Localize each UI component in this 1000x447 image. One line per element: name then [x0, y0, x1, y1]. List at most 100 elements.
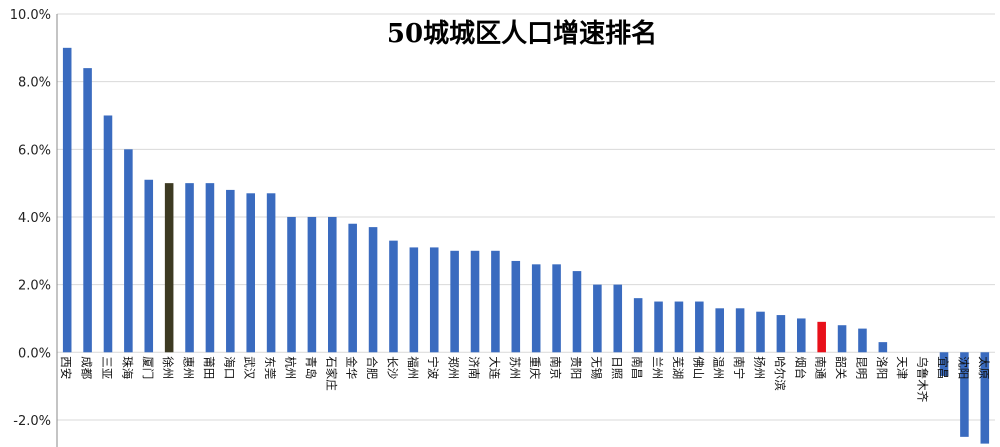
- bar-成都: [83, 68, 92, 353]
- bar-温州: [715, 308, 724, 353]
- bar-南通: [817, 321, 826, 353]
- category-label-石家庄: 石家庄: [324, 356, 338, 391]
- category-label-芜湖: 芜湖: [671, 356, 685, 379]
- category-label-长沙: 长沙: [385, 356, 399, 379]
- category-label-太原: 太原: [977, 356, 991, 379]
- category-label-重庆: 重庆: [528, 356, 542, 379]
- bar-杭州: [287, 216, 296, 353]
- category-label-烟台: 烟台: [793, 356, 807, 379]
- bar-日照: [613, 284, 623, 353]
- category-label-杭州: 杭州: [284, 356, 298, 379]
- y-tick-label: 6.0%: [18, 143, 51, 158]
- bar-东莞: [266, 193, 276, 353]
- bar-海口: [226, 189, 235, 353]
- category-label-郑州: 郑州: [447, 356, 461, 379]
- bar-武汉: [246, 193, 255, 353]
- bar-扬州: [756, 311, 765, 353]
- y-axis-ticks: 10.0% 8.0% 6.0% 4.0% 2.0% 0.0% -2.0%: [10, 8, 51, 429]
- category-label-韶关: 韶关: [834, 356, 848, 379]
- bar-石家庄: [328, 216, 337, 353]
- category-label-沈阳: 沈阳: [956, 356, 970, 379]
- category-label-昆明: 昆明: [854, 356, 868, 379]
- bar-洛阳: [878, 342, 888, 353]
- category-label-莆田: 莆田: [202, 356, 216, 379]
- category-label-合肥: 合肥: [365, 356, 379, 379]
- category-label-日照: 日照: [610, 356, 624, 379]
- category-label-武汉: 武汉: [243, 356, 257, 379]
- gridlines: [57, 13, 995, 421]
- category-labels: 西安 成都 三亚 珠海 厦门 徐州 惠州 莆田 海口 武汉 东莞 杭州 青岛 石家庄 金华 合肥 长沙 福州 宁波郑…: [59, 356, 991, 402]
- category-label-宁波: 宁波: [426, 356, 440, 379]
- bars: [62, 47, 990, 444]
- bar-福州: [409, 247, 419, 353]
- bar-佛山: [695, 301, 704, 353]
- bar-沈阳: [960, 352, 969, 437]
- category-label-三亚: 三亚: [100, 356, 114, 379]
- bar-苏州: [511, 260, 521, 353]
- category-label-洛阳: 洛阳: [875, 356, 889, 379]
- bar-大连: [491, 250, 500, 353]
- bar-郑州: [450, 250, 459, 353]
- category-label-济南: 济南: [467, 356, 481, 379]
- category-label-南宁: 南宁: [732, 356, 746, 379]
- bar-金华: [348, 223, 357, 353]
- bar-三亚: [103, 115, 113, 353]
- chart-title: 50城城区人口增速排名: [387, 18, 657, 49]
- bar-济南: [470, 250, 480, 353]
- category-label-佛山: 佛山: [691, 356, 705, 379]
- category-label-青岛: 青岛: [304, 356, 318, 379]
- y-tick-label: 0.0%: [18, 346, 51, 361]
- category-label-珠海: 珠海: [120, 356, 134, 379]
- bar-重庆: [531, 264, 541, 353]
- y-tick-label: -2.0%: [13, 414, 51, 429]
- category-label-兰州: 兰州: [651, 356, 665, 379]
- bar-厦门: [144, 179, 154, 353]
- category-label-苏州: 苏州: [508, 356, 522, 379]
- category-label-哈尔滨: 哈尔滨: [773, 356, 787, 391]
- bar-青岛: [307, 216, 317, 353]
- bar-惠州: [185, 183, 194, 353]
- bar-太原: [980, 352, 990, 444]
- bar-烟台: [797, 318, 806, 353]
- bar-西安: [62, 47, 72, 353]
- category-label-海口: 海口: [222, 356, 236, 379]
- category-label-惠州: 惠州: [182, 356, 196, 379]
- y-tick-label: 2.0%: [18, 279, 51, 294]
- bar-哈尔滨: [776, 315, 786, 353]
- bar-韶关: [837, 325, 847, 353]
- bar-贵阳: [572, 271, 582, 353]
- category-label-厦门: 厦门: [141, 356, 155, 379]
- category-label-天津: 天津: [895, 356, 909, 379]
- bar-芜湖: [674, 301, 684, 353]
- bar-珠海: [124, 149, 133, 353]
- bar-长沙: [389, 240, 398, 353]
- bar-南宁: [735, 308, 745, 353]
- bar-兰州: [654, 301, 663, 353]
- bar-昆明: [858, 328, 867, 353]
- category-label-大连: 大连: [487, 356, 501, 379]
- bar-南京: [552, 264, 561, 353]
- category-label-南通: 南通: [814, 356, 828, 379]
- category-label-徐州: 徐州: [161, 356, 175, 379]
- y-tick-label: 8.0%: [18, 76, 51, 91]
- bar-徐州: [164, 183, 174, 353]
- category-label-无锡: 无锡: [589, 356, 603, 379]
- category-label-南昌: 南昌: [630, 356, 644, 379]
- category-label-西安: 西安: [59, 356, 73, 379]
- category-label-金华: 金华: [345, 356, 359, 379]
- category-label-温州: 温州: [712, 356, 726, 379]
- bar-宜昌: [939, 352, 949, 376]
- category-label-乌鲁木齐: 乌鲁木齐: [916, 356, 930, 402]
- bar-莆田: [205, 183, 215, 353]
- y-tick-label: 10.0%: [10, 8, 51, 23]
- bar-南昌: [633, 298, 643, 353]
- y-tick-label: 4.0%: [18, 211, 51, 226]
- category-label-宜昌: 宜昌: [936, 356, 950, 379]
- category-label-成都: 成都: [80, 356, 94, 379]
- bar-无锡: [593, 284, 602, 353]
- bar-合肥: [368, 227, 378, 353]
- bar-宁波: [429, 247, 439, 353]
- category-label-贵阳: 贵阳: [569, 356, 583, 379]
- category-label-福州: 福州: [406, 356, 420, 379]
- category-label-南京: 南京: [549, 356, 563, 379]
